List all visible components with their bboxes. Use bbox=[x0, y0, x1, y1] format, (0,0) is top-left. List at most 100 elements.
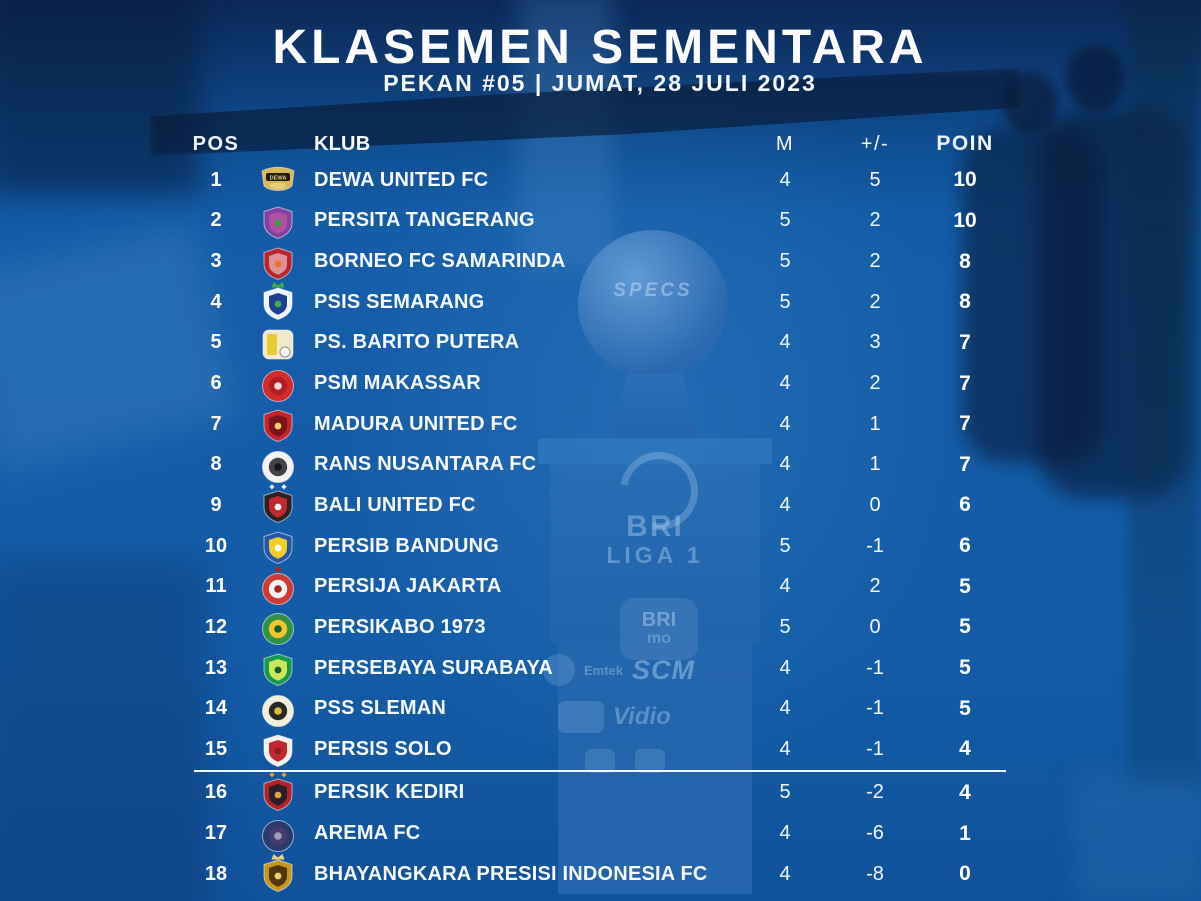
ball-brand-watermark: SPECS bbox=[613, 280, 693, 301]
vidio-text: Vidio bbox=[613, 703, 671, 730]
persik-kediri-logo-icon bbox=[242, 771, 314, 814]
scm-text: SCM bbox=[632, 654, 696, 685]
persebaya-surabaya-logo-icon bbox=[242, 647, 314, 689]
matches-cell: 4 bbox=[779, 453, 791, 476]
bhayangkara-fc-logo-icon bbox=[242, 853, 314, 895]
table-row: 5 PS. BARITO PUTERA 4 3 7 bbox=[190, 323, 1010, 364]
points-cell: 4 bbox=[959, 737, 971, 761]
background-bottom-right-light bbox=[1075, 775, 1201, 901]
trophy-ball bbox=[578, 230, 728, 378]
goal-diff-cell: -1 bbox=[866, 656, 884, 679]
emtek-scm-watermark: Emtek SCM bbox=[543, 650, 773, 690]
goal-diff-cell: 2 bbox=[869, 209, 881, 232]
points-cell: 7 bbox=[959, 412, 971, 436]
svg-text:DEWA: DEWA bbox=[270, 176, 287, 182]
position-cell: 11 bbox=[205, 575, 227, 598]
col-header-plusminus: +/- bbox=[860, 132, 890, 155]
position-cell: 6 bbox=[210, 372, 222, 395]
table-row: 15 PERSIS SOLO 4 -1 4 bbox=[190, 729, 1010, 770]
goal-diff-cell: -6 bbox=[866, 822, 884, 845]
background-person-silhouette bbox=[1066, 45, 1126, 111]
background-right-column bbox=[1128, 0, 1201, 790]
table-header: POS KLUB M +/- POIN bbox=[190, 128, 1010, 160]
table-row: 9 BALI UNITED FC 4 0 6 bbox=[190, 484, 1010, 526]
club-name: PS. BARITO PUTERA bbox=[314, 331, 520, 354]
table-row: 10 PERSIB BANDUNG 5 -1 6 bbox=[190, 526, 1010, 567]
points-cell: 8 bbox=[959, 290, 971, 314]
club-name: PERSIKABO 1973 bbox=[314, 615, 486, 638]
table-row: 2 PERSITA TANGERANG 5 2 10 bbox=[190, 201, 1010, 242]
matches-cell: 4 bbox=[779, 168, 791, 191]
club-name: PSIS SEMARANG bbox=[314, 290, 485, 313]
col-header-m: M bbox=[775, 132, 795, 155]
brimo-text: mo bbox=[647, 630, 671, 648]
arema-fc-logo-icon bbox=[242, 813, 314, 855]
points-cell: 5 bbox=[959, 656, 971, 679]
table-row: 14 PSS SLEMAN 4 -1 5 bbox=[190, 688, 1010, 729]
position-cell: 5 bbox=[210, 331, 222, 354]
matches-cell: 5 bbox=[779, 615, 791, 638]
points-cell: 7 bbox=[959, 452, 971, 476]
page-title: KLASEMEN SEMENTARA bbox=[272, 21, 928, 74]
standings-rows: 1 DEWA DEWA UNITED FC 4 5 10 2 PERSITA T… bbox=[190, 160, 1010, 895]
points-cell: 0 bbox=[959, 862, 971, 886]
position-cell: 18 bbox=[204, 862, 228, 885]
matches-cell: 5 bbox=[779, 209, 791, 232]
club-name: PERSIJA JAKARTA bbox=[314, 575, 502, 598]
points-cell: 5 bbox=[959, 574, 971, 598]
borneo-fc-samarinda-logo-icon bbox=[242, 241, 314, 283]
vidio-logo-icon bbox=[558, 701, 604, 733]
position-cell: 10 bbox=[204, 534, 228, 557]
position-cell: 17 bbox=[204, 822, 228, 845]
persija-jakarta-logo-icon bbox=[242, 565, 314, 608]
goal-diff-cell: 1 bbox=[869, 412, 881, 435]
goal-diff-cell: 5 bbox=[869, 168, 881, 191]
points-cell: 6 bbox=[959, 534, 971, 558]
table-row: 7 MADURA UNITED FC 4 1 7 bbox=[190, 404, 1010, 445]
club-name: AREMA FC bbox=[314, 822, 421, 845]
goal-diff-cell: 2 bbox=[869, 250, 881, 273]
matches-cell: 4 bbox=[779, 656, 791, 679]
club-name: PSM MAKASSAR bbox=[314, 372, 481, 395]
position-cell: 7 bbox=[210, 412, 222, 435]
sponsor-logo-icon bbox=[585, 749, 615, 773]
matches-cell: 4 bbox=[779, 372, 791, 395]
club-name: BHAYANGKARA PRESISI INDONESIA FC bbox=[314, 862, 708, 885]
psm-makassar-logo-icon bbox=[242, 363, 314, 405]
club-name: PERSIK KEDIRI bbox=[314, 781, 465, 804]
position-cell: 16 bbox=[204, 781, 228, 804]
points-cell: 10 bbox=[953, 168, 977, 192]
small-sponsor-watermarks bbox=[585, 748, 725, 774]
position-cell: 4 bbox=[210, 290, 222, 313]
club-name: PERSIS SOLO bbox=[314, 737, 452, 760]
goal-diff-cell: -1 bbox=[866, 697, 884, 720]
goal-diff-cell: -1 bbox=[866, 534, 884, 557]
matches-cell: 5 bbox=[779, 290, 791, 313]
points-cell: 5 bbox=[959, 615, 971, 639]
table-row: 8 RANS NUSANTARA FC 4 1 7 bbox=[190, 444, 1010, 485]
table-row: 1 DEWA DEWA UNITED FC 4 5 10 bbox=[190, 160, 1010, 201]
table-row: 3 BORNEO FC SAMARINDA 5 2 8 bbox=[190, 241, 1010, 282]
goal-diff-cell: 1 bbox=[869, 453, 881, 476]
points-cell: 7 bbox=[959, 371, 971, 395]
matches-cell: 5 bbox=[779, 250, 791, 273]
position-cell: 13 bbox=[204, 656, 228, 679]
points-cell: 1 bbox=[959, 821, 971, 845]
position-cell: 1 bbox=[210, 168, 222, 191]
goal-diff-cell: 2 bbox=[869, 575, 881, 598]
col-header-poin: POIN bbox=[936, 132, 994, 155]
position-cell: 15 bbox=[204, 737, 228, 760]
bri-liga1-wordmark: BRI bbox=[626, 510, 684, 543]
club-name: BALI UNITED FC bbox=[314, 493, 476, 516]
club-name: PERSITA TANGERANG bbox=[314, 209, 535, 232]
emtek-logo-icon bbox=[543, 654, 575, 686]
goal-diff-cell: -2 bbox=[866, 781, 884, 804]
col-header-pos: POS bbox=[192, 132, 240, 155]
club-name: PERSEBAYA SURABAYA bbox=[314, 656, 553, 679]
persita-tangerang-logo-icon bbox=[242, 200, 314, 242]
trophy-pedestal-lower bbox=[558, 644, 752, 894]
barito-putera-logo-icon bbox=[242, 322, 314, 364]
goal-diff-cell: -1 bbox=[866, 737, 884, 760]
pss-sleman-logo-icon bbox=[242, 688, 314, 730]
